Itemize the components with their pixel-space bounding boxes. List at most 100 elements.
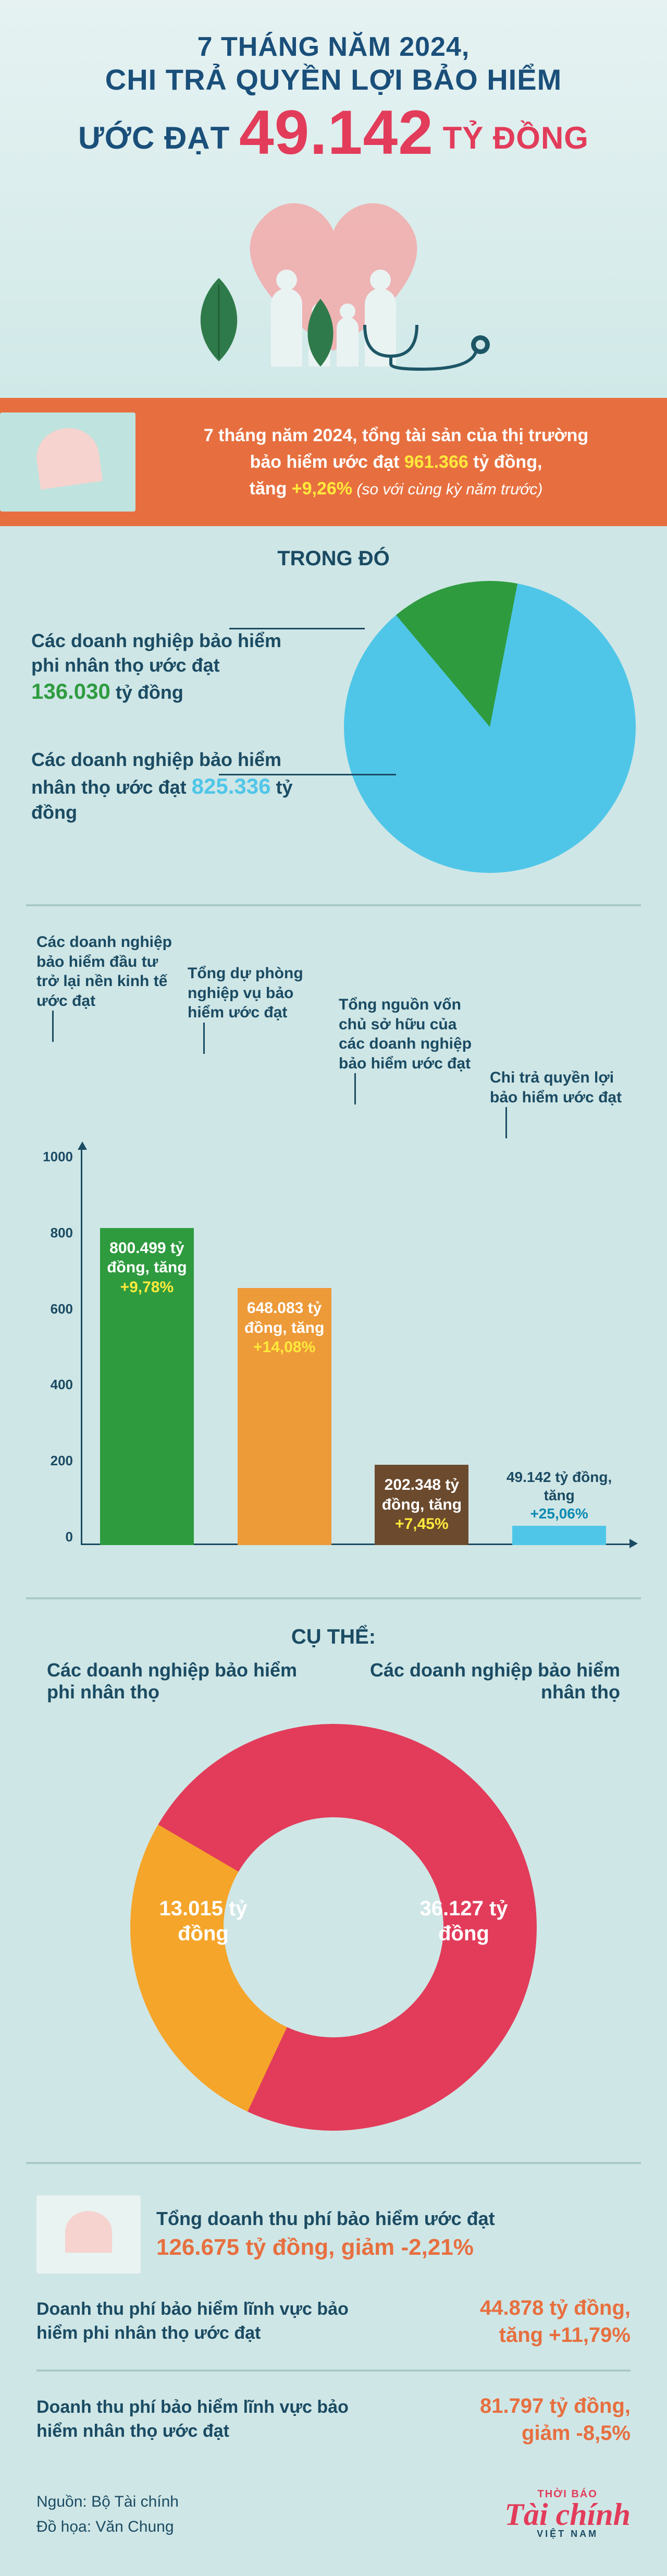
logo-main: Tài chính <box>504 2500 631 2529</box>
title3-number: 49.142 <box>239 98 434 167</box>
family-illustration <box>151 184 516 382</box>
summary-band: 7 tháng năm 2024, tổng tài sản của thị t… <box>0 398 667 526</box>
footer-src: Nguồn: Bộ Tài chính Đồ họa: Văn Chung <box>36 2489 179 2539</box>
bar-1-label: 648.083 tỷ đồng, tăng+14,08% <box>242 1298 327 1357</box>
footer-src2: Đồ họa: Văn Chung <box>36 2514 179 2539</box>
footer-logo: THỜI BÁO Tài chính VIỆT NAM <box>504 2488 631 2539</box>
ytick: 200 <box>36 1453 78 1469</box>
bar-section: Các doanh nghiệp bảo hiểm đầu tư trở lại… <box>0 906 667 1597</box>
pie1-labels: Các doanh nghiệp bảo hiểm phi nhân thọ ư… <box>31 629 302 825</box>
ytick: 1000 <box>36 1149 78 1165</box>
bar-0-label: 800.499 tỷ đồng, tăng+9,78% <box>104 1238 190 1297</box>
title-line-1: 7 THÁNG NĂM 2024, <box>21 31 646 63</box>
title-line-3: ƯỚC ĐẠT 49.142 TỶ ĐỒNG <box>21 96 646 168</box>
bar-co-1-line <box>203 1023 205 1054</box>
stat-row-1: Doanh thu phí bảo hiểm lĩnh vực bảo hiểm… <box>36 2294 631 2349</box>
sr1-chg: tăng +11,79% <box>499 2324 631 2347</box>
leaf-right-icon <box>292 299 349 367</box>
ytick: 600 <box>36 1301 78 1317</box>
donut-lbl-left: Các doanh nghiệp bảo hiểm phi nhân thọ <box>47 1659 305 1703</box>
ytick: 400 <box>36 1377 78 1393</box>
summary-side-image <box>0 412 135 512</box>
arrow-x-icon <box>629 1539 638 1548</box>
title-line-2: CHI TRẢ QUYỀN LỢI BẢO HIỂM <box>21 63 646 96</box>
sr1-val: 44.878 tỷ đồng, <box>480 2296 631 2319</box>
donut-labels: Các doanh nghiệp bảo hiểm phi nhân thọ C… <box>0 1659 667 1703</box>
cuthe-title: CỤ THỂ: <box>0 1599 667 1659</box>
bar-co-0-txt: Các doanh nghiệp bảo hiểm đầu tư trở lại… <box>36 933 172 1010</box>
mini-heart-0-icon <box>65 2211 112 2253</box>
pie1-l0-unit: tỷ đồng <box>110 682 183 703</box>
sr0-pre: Tổng doanh thu phí bảo hiểm ước đạt <box>156 2208 495 2229</box>
stats3-section: Tổng doanh thu phí bảo hiểm ước đạt 126.… <box>0 2164 667 2468</box>
bar-co-0-line <box>52 1011 54 1042</box>
summary-l2-val: 961.366 <box>404 452 468 472</box>
bar-callouts: Các doanh nghiệp bảo hiểm đầu tư trở lại… <box>36 932 631 1138</box>
infographic-page: 7 THÁNG NĂM 2024, CHI TRẢ QUYỀN LỢI BẢO … <box>0 0 667 2576</box>
footer-src1: Nguồn: Bộ Tài chính <box>36 2489 179 2514</box>
arrow-y-icon <box>78 1141 87 1150</box>
bar-2: 202.348 tỷ đồng, tăng+7,45% <box>375 1465 468 1545</box>
sr2-right: 81.797 tỷ đồng, giảm -8,5% <box>393 2392 631 2447</box>
bar-co-2: Tổng nguồn vốn chủ sở hữu của các doanh … <box>339 995 479 1138</box>
mini-heart-icon <box>33 424 103 490</box>
summary-l1: 7 tháng năm 2024, tổng tài sản của thị t… <box>204 426 588 445</box>
bar-3: 49.142 tỷ đồng, tăng+25,06% <box>512 1526 606 1545</box>
pie1-l1-val: 825.336 <box>192 774 271 798</box>
sr0-val: 126.675 tỷ đồng, giảm -2,21% <box>156 2234 474 2260</box>
summary-l2-post: tỷ đồng, <box>468 452 542 472</box>
pie1-label-0: Các doanh nghiệp bảo hiểm phi nhân thọ ư… <box>31 629 302 706</box>
pie1-circle <box>344 581 636 873</box>
pie1-l0-val: 136.030 <box>31 679 110 703</box>
bar-0: 800.499 tỷ đồng, tăng+9,78% <box>100 1228 194 1545</box>
bar-chart-frame: 10008006004002000 800.499 tỷ đồng, tăng+… <box>36 1149 631 1576</box>
divider-4 <box>36 2370 631 2372</box>
donut-val-left: 13.015 tỷ đồng <box>146 1896 261 1946</box>
stat-row-2: Doanh thu phí bảo hiểm lĩnh vực bảo hiểm… <box>36 2392 631 2447</box>
leaf-left-icon <box>182 278 255 361</box>
bar-co-3: Chi trả quyền lợi bảo hiểm ước đạt <box>490 1068 631 1138</box>
bar-co-2-line <box>354 1073 356 1104</box>
pie1-label-1: Các doanh nghiệp bảo hiểm nhân thọ ước đ… <box>31 748 302 825</box>
summary-l3-pre: tăng <box>250 479 292 499</box>
donut-lbl-right: Các doanh nghiệp bảo hiểm nhân thọ <box>362 1659 620 1703</box>
bar-co-3-txt: Chi trả quyền lợi bảo hiểm ước đạt <box>490 1069 622 1106</box>
trongdo-title: TRONG ĐÓ <box>0 526 667 581</box>
pie-leader-0 <box>229 628 365 629</box>
bar-co-2-txt: Tổng nguồn vốn chủ sở hữu của các doanh … <box>339 996 472 1072</box>
title3-unit: TỶ ĐỒNG <box>434 120 589 155</box>
bar-2-label: 202.348 tỷ đồng, tăng+7,45% <box>379 1475 464 1534</box>
summary-l3-note: (so với cùng kỳ năm trước) <box>352 481 542 498</box>
bar-3-label: 49.142 tỷ đồng, tăng+25,06% <box>497 1468 622 1526</box>
donut-chart: 13.015 tỷ đồng 36.127 tỷ đồng <box>130 1724 537 2131</box>
bar-yticks: 10008006004002000 <box>36 1149 78 1545</box>
summary-text: 7 tháng năm 2024, tổng tài sản của thị t… <box>151 422 641 502</box>
sr1-left: Doanh thu phí bảo hiểm lĩnh vực bảo hiểm… <box>36 2298 363 2346</box>
sr2-val: 81.797 tỷ đồng, <box>480 2395 631 2417</box>
sr1-right: 44.878 tỷ đồng, tăng +11,79% <box>393 2294 631 2349</box>
pie1-section: Các doanh nghiệp bảo hiểm phi nhân thọ ư… <box>0 581 667 904</box>
bar-co-1: Tổng dự phòng nghiệp vụ bảo hiểm ước đạt <box>188 964 328 1138</box>
donut-val-right: 36.127 tỷ đồng <box>401 1896 526 1946</box>
ytick: 0 <box>36 1529 78 1545</box>
bar-container: 800.499 tỷ đồng, tăng+9,78% 648.083 tỷ đồ… <box>96 1149 610 1545</box>
pie1-l0-txt: Các doanh nghiệp bảo hiểm phi nhân thọ ư… <box>31 630 281 676</box>
bar-co-0: Các doanh nghiệp bảo hiểm đầu tư trở lại… <box>36 932 177 1138</box>
stat-row-0: Tổng doanh thu phí bảo hiểm ước đạt 126.… <box>36 2195 631 2274</box>
summary-l3-val: +9,26% <box>292 479 352 499</box>
title3-pre: ƯỚC ĐẠT <box>78 120 239 155</box>
pie1-chart <box>344 581 636 873</box>
logo-vn: VIỆT NAM <box>537 2529 598 2539</box>
bar-co-1-txt: Tổng dự phòng nghiệp vụ bảo hiểm ước đạt <box>188 965 303 1021</box>
mini-illus-0 <box>36 2195 141 2274</box>
footer: Nguồn: Bộ Tài chính Đồ họa: Văn Chung TH… <box>0 2468 667 2576</box>
bar-co-3-line <box>505 1107 507 1138</box>
header-section: 7 THÁNG NĂM 2024, CHI TRẢ QUYỀN LỢI BẢO … <box>0 0 667 398</box>
summary-l2-pre: bảo hiểm ước đạt <box>250 452 404 472</box>
sr2-chg: giảm -8,5% <box>522 2422 631 2445</box>
sr2-left: Doanh thu phí bảo hiểm lĩnh vực bảo hiểm… <box>36 2396 363 2444</box>
pie-leader-1 <box>219 774 396 775</box>
stat-row-0-txt: Tổng doanh thu phí bảo hiểm ước đạt 126.… <box>156 2206 495 2263</box>
bar-1: 648.083 tỷ đồng, tăng+14,08% <box>238 1288 331 1545</box>
stethoscope-icon <box>360 320 495 372</box>
